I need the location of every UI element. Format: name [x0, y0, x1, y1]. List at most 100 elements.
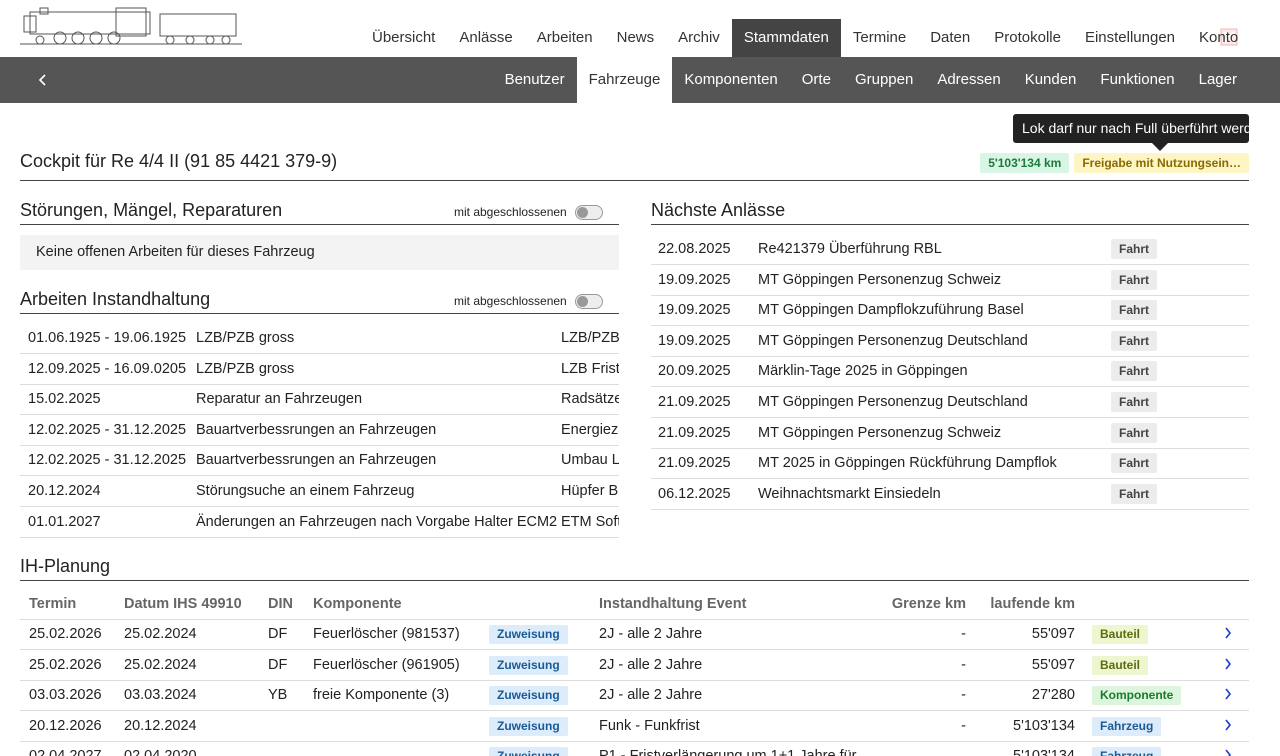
event-date: 20.09.2025 [658, 363, 731, 380]
nav-item[interactable]: News [616, 29, 655, 46]
toggle[interactable] [575, 205, 603, 220]
sub-navigation-items: Benutzer Fahrzeuge Komponenten Orte Gruppen A… [493, 57, 1249, 103]
plan-event: 2J - alle 2 Jahre [599, 626, 703, 642]
sub-nav-item[interactable]: Fahrzeuge [576, 57, 673, 103]
work-cell: LZB/PZB gross [196, 330, 295, 346]
toggle-label: mit abgeschlossenen [454, 294, 567, 308]
section-title: Störungen, Mängel, Reparaturen [20, 200, 283, 220]
work-cell: Hüpfer BI [561, 483, 619, 499]
plan-row[interactable]: 02.04.2027 02.04.2020 P1 - Fristverlängeru… [20, 741, 1249, 756]
plan-row[interactable]: 20.12.2026 20.12.2024 Funk - Funkfrist - 5'1… [20, 711, 1249, 742]
divider [20, 224, 619, 225]
work-row[interactable]: 20.12.2024 Störungsuche an einem Fahrzeug… [20, 476, 619, 507]
event-row[interactable]: 19.09.2025 MT Göppingen Dampflokzuführung… [651, 295, 1249, 327]
work-cell: LZB/PZB gross [196, 360, 295, 377]
plan-termin: 20.12.2026 [29, 717, 102, 734]
sub-nav-item[interactable]: Funktionen [1100, 71, 1175, 88]
row-link[interactable] [1224, 627, 1232, 639]
work-cell: Energiezä [561, 421, 619, 438]
back-button[interactable] [38, 74, 48, 86]
plan-event: 2J - alle 2 Jahre [599, 656, 703, 673]
sub-navigation: Benutzer Fahrzeuge Komponenten Orte Gruppen A… [0, 57, 1280, 103]
sub-nav-item[interactable]: Benutzer [504, 71, 565, 88]
event-type: Fahrt [1111, 483, 1157, 504]
type-badge: Fahrzeug [1092, 747, 1162, 756]
event-name: MT Göppingen Personenzug Schweiz [758, 424, 1002, 441]
plan-event: Funk - Funkfrist [599, 717, 700, 734]
row-link[interactable] [1224, 719, 1232, 731]
work-cell: Änderungen an Fahrzeugen nach Vorgabe Ha… [196, 513, 558, 530]
event-type: Fahrt [1111, 330, 1157, 351]
event-row[interactable]: 22.08.2025 Re421379 Überführung RBL Fahrt [651, 234, 1249, 265]
work-row[interactable]: 12.02.2025 - 31.12.2025 Bauartverbessrung… [20, 415, 619, 446]
plan-termin: 02.04.2027 [29, 741, 102, 756]
plan-datum: 25.02.2024 [124, 656, 197, 673]
work-row[interactable]: 12.09.2025 - 16.09.0205 LZB/PZB gross LZB … [20, 354, 619, 385]
type-badge: Bauteil [1092, 655, 1149, 675]
nav-item[interactable]: Protokolle [994, 29, 1061, 46]
event-row[interactable]: 20.09.2025 Märklin-Tage 2025 in Göppingen… [651, 356, 1249, 388]
work-cell: Störungsuche an einem Fahrzeug [196, 483, 415, 499]
nav-item[interactable]: Archiv [678, 29, 720, 46]
plan-termin: 03.03.2026 [29, 687, 102, 704]
plan-km: 5'103'134 [1013, 741, 1075, 756]
plan-datum: 25.02.2024 [124, 626, 197, 642]
account-icon[interactable] [1220, 28, 1238, 46]
event-type: Fahrt [1111, 239, 1157, 259]
nav-item[interactable]: Termine [852, 29, 907, 46]
plan-grenze: - [961, 656, 966, 673]
nav-item[interactable]: Stammdaten [731, 19, 841, 57]
sub-nav-item[interactable]: Komponenten [684, 71, 778, 88]
event-row[interactable]: 21.09.2025 MT Göppingen Personenzug Schwe… [651, 418, 1249, 449]
assign-badge[interactable]: Zuweisung [489, 716, 568, 736]
column-header: Komponente [313, 596, 402, 612]
sub-nav-item[interactable]: Adressen [937, 71, 1001, 88]
event-row[interactable]: 21.09.2025 MT 2025 in Göppingen Rückführu… [651, 448, 1249, 480]
assign-badge[interactable]: Zuweisung [489, 625, 568, 644]
event-row[interactable]: 21.09.2025 MT Göppingen Personenzug Deuts… [651, 387, 1249, 418]
work-row[interactable]: 15.02.2025 Reparatur an Fahrzeugen Radsätz… [20, 384, 619, 416]
event-row[interactable]: 19.09.2025 MT Göppingen Personenzug Deuts… [651, 326, 1249, 357]
sub-nav-item[interactable]: Gruppen [854, 71, 914, 88]
plan-komponente: Feuerlöscher (961905) [313, 656, 460, 673]
nav-item[interactable]: Daten [930, 29, 971, 46]
event-type: Fahrt [1111, 453, 1157, 474]
work-cell: Bauartverbessrungen an Fahrzeugen [196, 421, 437, 438]
event-type: Fahrt [1111, 269, 1157, 290]
row-link[interactable] [1224, 688, 1232, 700]
event-date: 21.09.2025 [658, 455, 731, 472]
divider [20, 313, 619, 314]
plan-din: DF [268, 656, 288, 673]
plan-row[interactable]: 25.02.2026 25.02.2024 DF Feuerlöscher (9619… [20, 650, 1249, 681]
sub-nav-item[interactable]: Lager [1198, 71, 1237, 88]
sub-nav-item[interactable]: Kunden [1024, 71, 1077, 88]
event-row[interactable]: 06.12.2025 Weihnachtsmarkt Einsiedeln Fahr… [651, 479, 1249, 510]
work-row[interactable]: 01.06.1925 - 19.06.1925 LZB/PZB gross LZB/… [20, 323, 619, 354]
plan-row[interactable]: 03.03.2026 03.03.2024 YB freie Komponente (… [20, 680, 1249, 712]
assign-badge[interactable]: Zuweisung [489, 747, 568, 756]
nav-item[interactable]: Anlässe [459, 29, 513, 46]
row-link[interactable] [1224, 749, 1232, 756]
assign-badge[interactable]: Zuweisung [489, 655, 568, 675]
toggle[interactable] [575, 294, 603, 309]
plan-km: 27'280 [1031, 687, 1075, 704]
assign-badge[interactable]: Zuweisung [489, 686, 568, 706]
event-row[interactable]: 19.09.2025 MT Göppingen Personenzug Schwe… [651, 265, 1249, 296]
work-row[interactable]: 12.02.2025 - 31.12.2025 Bauartverbessrung… [20, 445, 619, 477]
tooltip-arrow [1152, 143, 1168, 151]
nav-item[interactable]: Einstellungen [1084, 29, 1176, 46]
nav-item[interactable]: Konto [1199, 29, 1239, 46]
plan-row[interactable]: 25.02.2026 25.02.2024 DF Feuerlöscher (9815… [20, 619, 1249, 650]
nav-item[interactable]: Arbeiten [536, 29, 593, 46]
plan-datum: 02.04.2020 [124, 741, 197, 756]
column-header: DIN [268, 596, 293, 612]
sub-nav-item[interactable]: Orte [801, 71, 831, 88]
cockpit-badges: 5'103'134 km Freigabe mit Nutzungsein… [980, 153, 1249, 173]
event-date: 19.09.2025 [658, 302, 731, 319]
event-date: 21.09.2025 [658, 394, 731, 410]
row-link[interactable] [1224, 658, 1232, 670]
nav-item[interactable]: Übersicht [372, 29, 436, 46]
plan-datum: 03.03.2024 [124, 687, 197, 704]
divider [20, 580, 1249, 581]
work-row[interactable]: 01.01.2027 Änderungen an Fahrzeugen nach … [20, 507, 619, 538]
